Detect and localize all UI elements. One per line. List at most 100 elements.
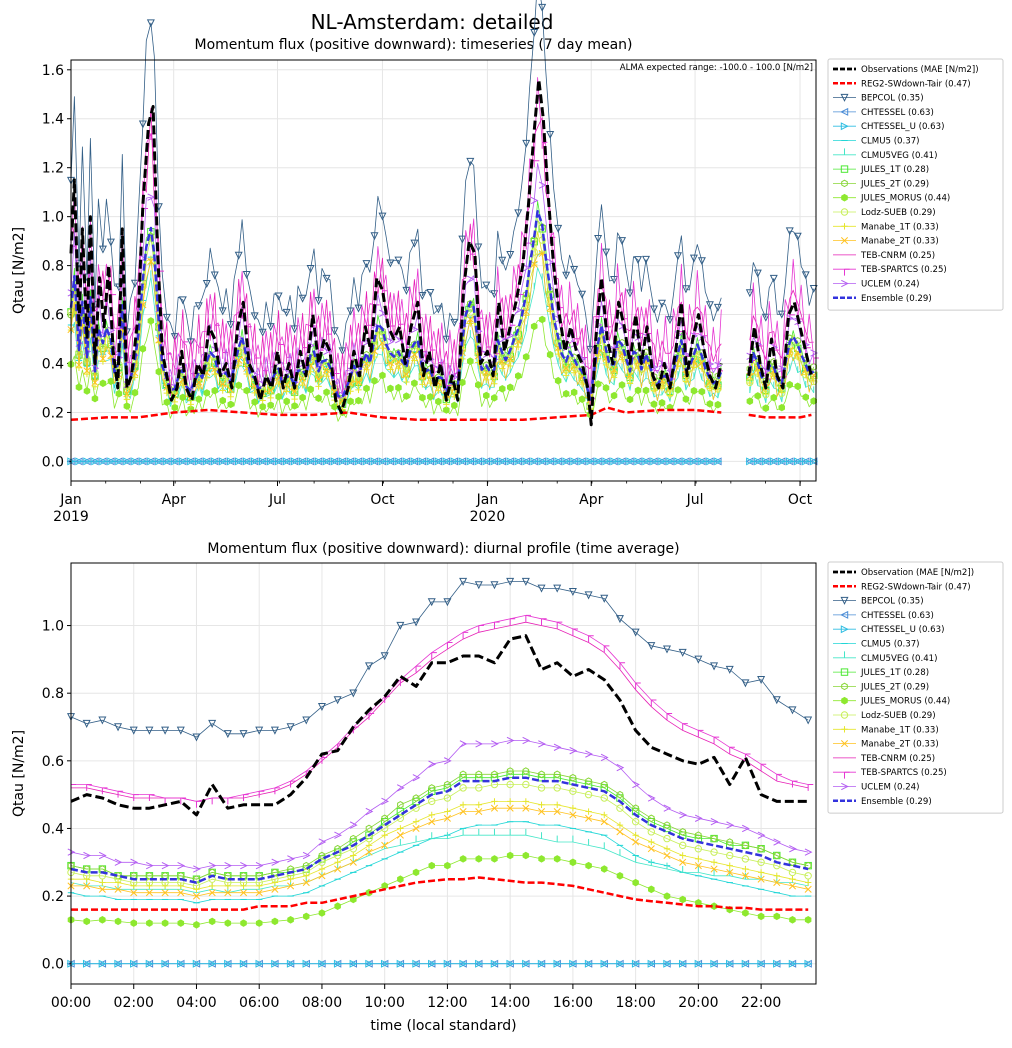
point-JULES_MORUS	[114, 917, 122, 926]
point-Manabe_1T	[679, 852, 686, 859]
point-UCLEM	[98, 851, 107, 860]
point-JULES_MORUS	[428, 861, 435, 870]
point-UCLEM	[710, 818, 719, 826]
point-JULES_MORUS	[255, 919, 263, 927]
point-CHTESSEL_U	[741, 959, 750, 968]
point-Lodz-SUEB	[569, 787, 577, 795]
point-CHTESSEL_U	[584, 959, 593, 968]
point-TEB-SPARTCS	[635, 682, 641, 690]
legend-entry-BEPCOL: BEPCOL (0.35)	[861, 94, 924, 104]
point-CHTESSEL_U	[115, 457, 124, 466]
point-Manabe_2T	[506, 355, 514, 363]
point-Manabe_1T	[412, 818, 420, 825]
point-CHTESSEL_U	[179, 457, 188, 466]
point-Manabe_2T	[83, 882, 91, 890]
ytick-label: 0.6	[42, 308, 64, 324]
series-TEB-CNRM	[70, 107, 814, 400]
point-CHTESSEL_U	[546, 457, 555, 466]
series-TEB-SPARTCS	[70, 614, 814, 808]
point-CHTESSEL_U	[239, 959, 248, 968]
point-BEPCOL	[594, 234, 603, 243]
point-BEPCOL	[145, 726, 154, 735]
point-TEB-SPARTCS	[791, 780, 798, 788]
point-BEPCOL	[250, 312, 259, 321]
point-CHTESSEL_U	[370, 457, 379, 466]
point-JULES_MORUS	[626, 395, 634, 404]
point-BEPCOL	[665, 316, 674, 325]
legend-entry-observations: Observations (MAE [N/m2])	[861, 65, 979, 75]
point-JULES_2T	[679, 828, 686, 836]
point-Manabe_2T	[255, 889, 263, 897]
point-CHTESSEL_U	[131, 457, 140, 466]
point-JULES_2T	[648, 814, 655, 823]
point-UCLEM	[794, 317, 803, 326]
point-BEPCOL	[788, 706, 797, 715]
legend-marker-BEPCOL	[840, 93, 849, 102]
point-Manabe_2T	[402, 370, 410, 379]
legend-entry-CHTESSEL: CHTESSEL (0.63)	[861, 108, 934, 118]
point-BEPCOL	[208, 719, 217, 728]
point-UCLEM	[475, 740, 484, 748]
point-JULES_MORUS	[674, 386, 682, 394]
point-Manabe_1T	[499, 365, 506, 372]
legend-entry-Manabe_2T: Manabe_2T (0.33)	[861, 237, 939, 247]
legend-marker-UCLEM	[841, 279, 849, 288]
point-JULES_MORUS	[538, 315, 546, 324]
point-CHTESSEL_U	[114, 959, 123, 968]
point-UCLEM	[443, 757, 452, 765]
point-Manabe_2T	[99, 355, 107, 363]
point-BEPCOL	[689, 254, 698, 263]
xtick-year-label: 2019	[53, 509, 89, 525]
point-JULES_MORUS	[538, 855, 545, 863]
line-BEPCOL	[70, 0, 815, 352]
point-Manabe_1T	[287, 875, 294, 883]
point-UCLEM	[412, 774, 421, 782]
point-CHTESSEL_U	[396, 959, 405, 968]
point-UCLEM	[83, 851, 92, 860]
point-BEPCOL	[586, 345, 595, 354]
point-BEPCOL	[98, 716, 107, 725]
point-BEPCOL	[615, 615, 624, 624]
point-JULES_MORUS	[291, 402, 298, 410]
point-BEPCOL	[705, 301, 714, 310]
point-CHTESSEL_U	[634, 457, 643, 466]
point-JULES_MORUS	[123, 402, 131, 410]
legend-marker-JULES_MORUS	[841, 193, 848, 202]
point-JULES_MORUS	[177, 919, 185, 927]
point-UCLEM	[491, 740, 499, 748]
point-Manabe_1T	[538, 801, 545, 808]
point-CHTESSEL_U	[318, 959, 327, 968]
point-BEPCOL	[662, 645, 672, 654]
point-Manabe_1T	[585, 808, 592, 815]
point-Manabe_2T	[788, 882, 797, 890]
point-JULES_2T	[773, 851, 781, 860]
point-JULES_MORUS	[179, 393, 187, 402]
point-Manabe_2T	[267, 386, 275, 395]
point-JULES_2T	[695, 831, 702, 839]
point-Manabe_2T	[354, 378, 363, 386]
point-UCLEM	[538, 181, 547, 189]
point-TEB-SPARTCS	[182, 341, 188, 349]
point-CHTESSEL_U	[514, 457, 523, 466]
point-JULES_MORUS	[648, 885, 655, 894]
line-observations	[70, 634, 809, 817]
point-BEPCOL	[600, 594, 609, 603]
point-CHTESSEL_U	[286, 959, 295, 968]
point-CHTESSEL_U	[506, 959, 515, 968]
point-CHTESSEL_U	[786, 457, 795, 466]
point-TEB-SPARTCS	[86, 783, 92, 791]
point-CHTESSEL_U	[443, 959, 452, 968]
point-JULES_MORUS	[789, 916, 796, 924]
point-JULES_MORUS	[323, 388, 330, 396]
point-UCLEM	[530, 196, 539, 205]
point-JULES_MORUS	[459, 378, 466, 387]
line-CLMU5VEG	[70, 834, 809, 894]
point-BEPCOL	[538, 3, 547, 12]
point-BEPCOL	[725, 665, 734, 674]
point-BEPCOL	[370, 232, 379, 241]
point-CHTESSEL_U	[346, 457, 355, 466]
point-UCLEM	[757, 831, 766, 839]
point-JULES_2T	[499, 348, 506, 357]
point-Manabe_2T	[647, 845, 655, 853]
point-CHTESSEL_U	[402, 457, 411, 466]
